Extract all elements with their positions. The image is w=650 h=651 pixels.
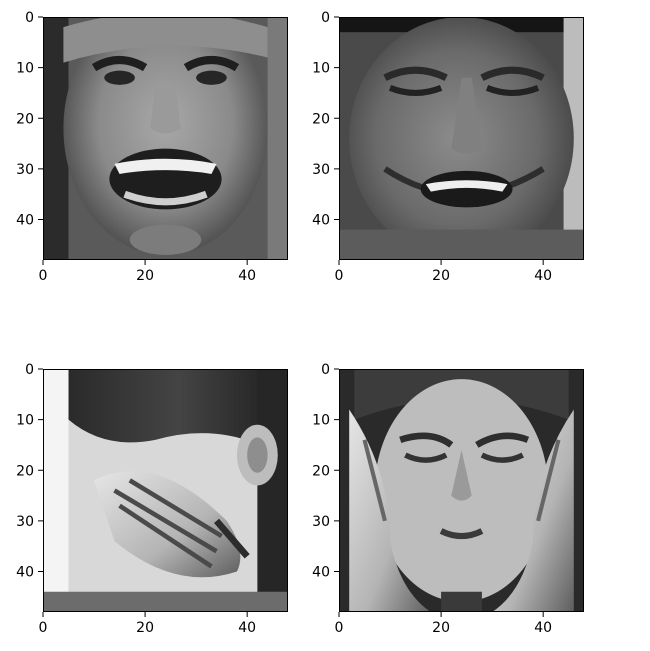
y-tick-label: 40 [312, 213, 330, 229]
y-tick-label: 0 [25, 362, 34, 378]
y-tick-label: 10 [16, 413, 34, 429]
y-tick-label: 10 [312, 61, 330, 77]
axes-frame [339, 17, 584, 260]
x-tick-label: 40 [534, 268, 552, 284]
face-image-1 [43, 2, 288, 260]
y-tick-label: 0 [321, 362, 330, 378]
face-image-4 [339, 369, 584, 612]
y-tick-label: 10 [16, 61, 34, 77]
subplot-3: 0 20 40 0 10 20 30 40 [16, 362, 288, 636]
y-tick-label: 20 [16, 111, 34, 127]
x-tick-label: 0 [39, 620, 48, 636]
x-tick-label: 20 [136, 268, 154, 284]
x-tick-label: 0 [39, 268, 48, 284]
y-tick-label: 0 [25, 10, 34, 26]
x-tick-label: 40 [238, 620, 256, 636]
y-tick-label: 30 [16, 514, 34, 530]
x-tick-label: 40 [238, 268, 256, 284]
x-tick-label: 20 [432, 268, 450, 284]
subplot-2: 0 20 40 0 10 20 30 40 [312, 10, 584, 284]
x-tick-label: 20 [432, 620, 450, 636]
y-tick-label: 30 [312, 514, 330, 530]
x-tick-label: 0 [335, 268, 344, 284]
subplot-4: 0 20 40 0 10 20 30 40 [312, 362, 584, 636]
subplot-1: 0 20 40 0 10 20 30 40 [16, 2, 288, 284]
x-tick-label: 40 [534, 620, 552, 636]
y-tick-label: 40 [312, 565, 330, 581]
y-tick-label: 40 [16, 213, 34, 229]
x-tick-label: 0 [335, 620, 344, 636]
face-image-2 [339, 17, 584, 260]
axes-frame [339, 369, 584, 612]
y-tick-label: 30 [16, 162, 34, 178]
y-tick-label: 20 [16, 463, 34, 479]
y-tick-label: 30 [312, 162, 330, 178]
y-tick-label: 10 [312, 413, 330, 429]
x-tick-label: 20 [136, 620, 154, 636]
y-tick-label: 20 [312, 463, 330, 479]
axes-frame [43, 17, 288, 260]
y-tick-label: 20 [312, 111, 330, 127]
face-image-3 [43, 369, 288, 612]
axes-frame [43, 369, 288, 612]
y-tick-label: 40 [16, 565, 34, 581]
y-tick-label: 0 [321, 10, 330, 26]
